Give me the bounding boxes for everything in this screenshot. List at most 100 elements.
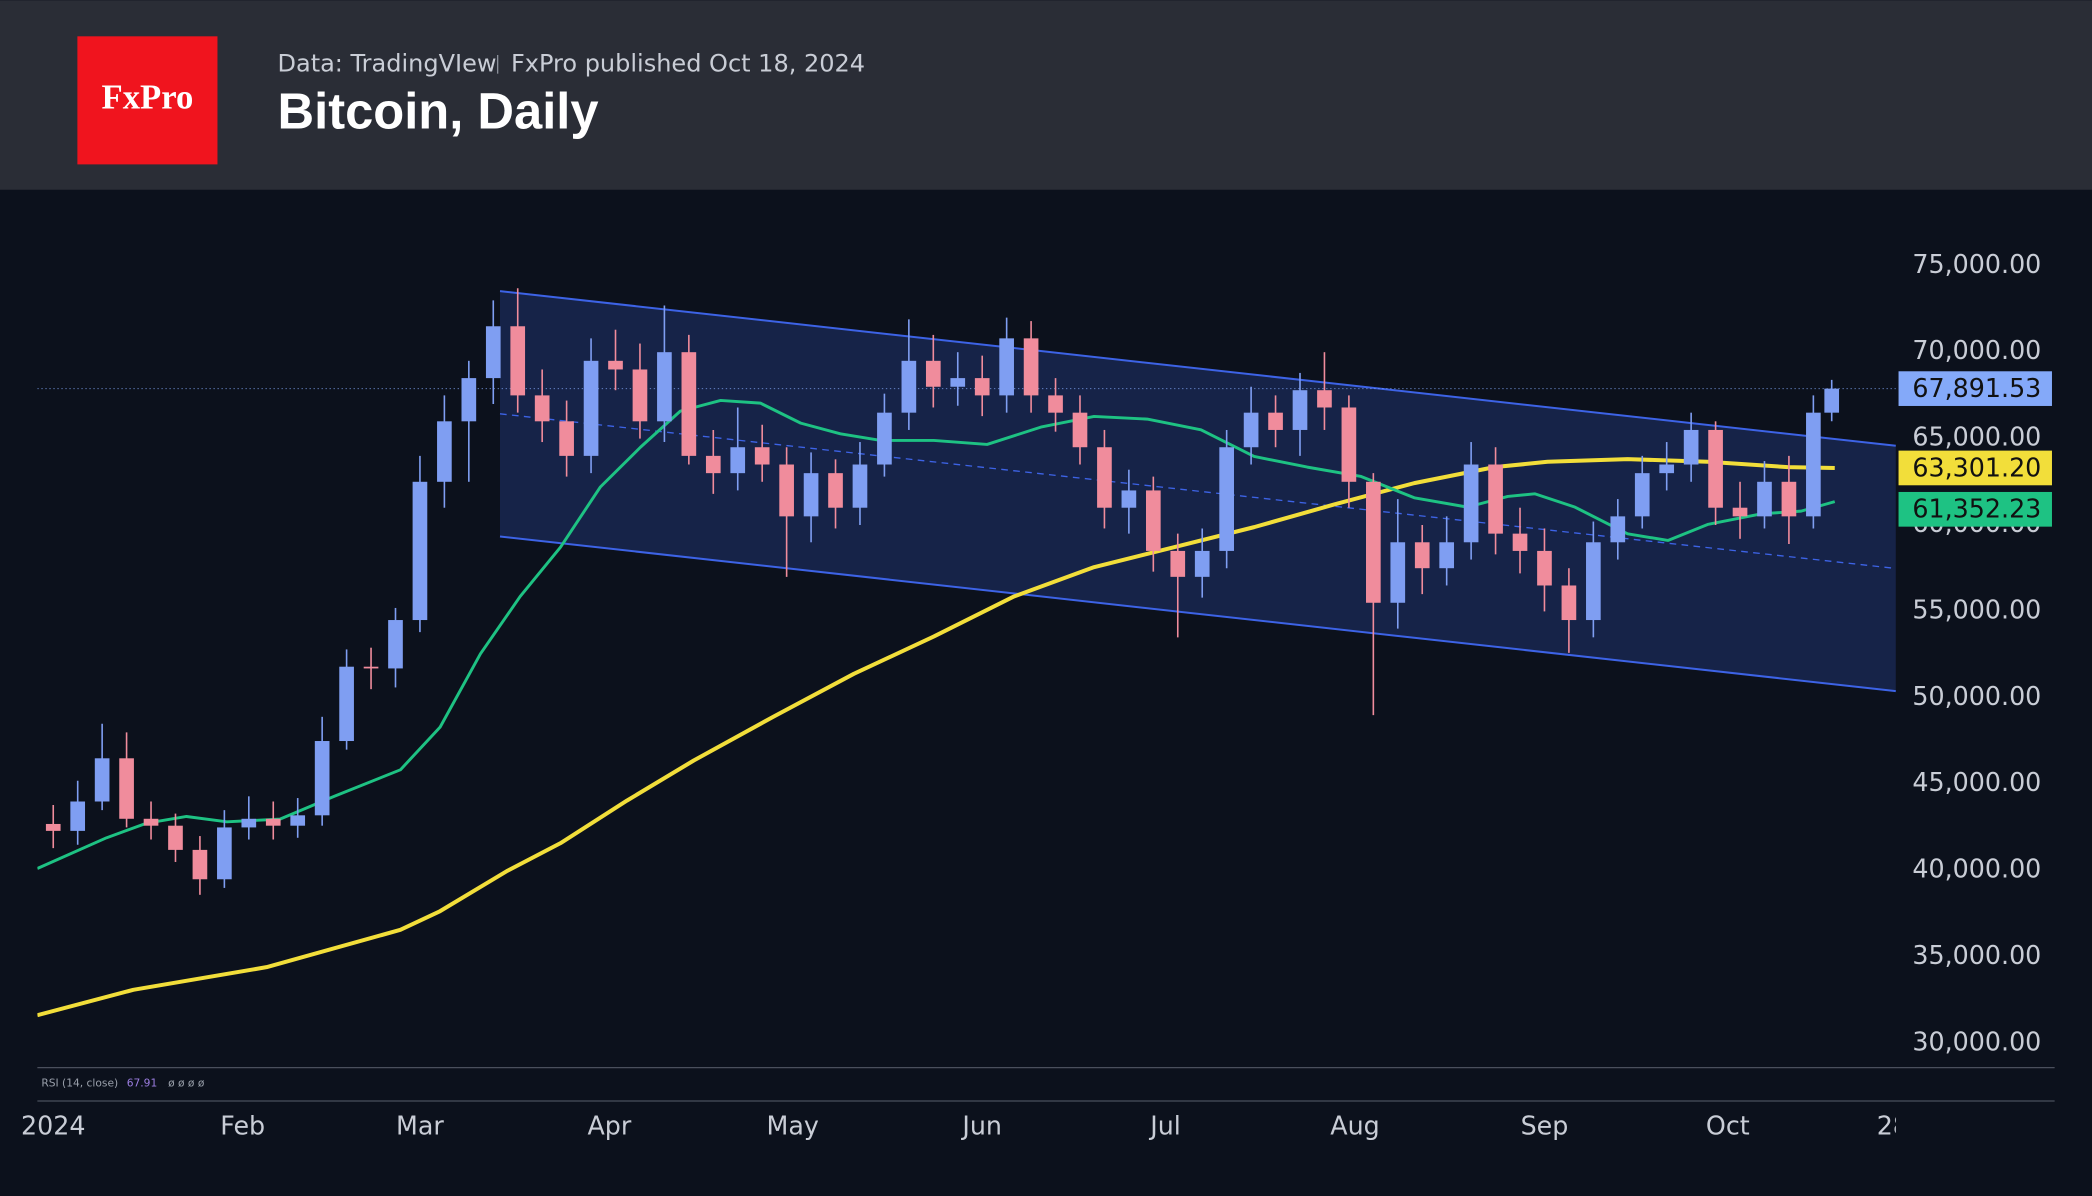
indicator-extra: ø ø ø ø — [168, 1077, 205, 1090]
price-badge — [1898, 491, 2052, 527]
candle-body — [1145, 490, 1161, 551]
candle-body — [681, 352, 697, 456]
logo — [77, 36, 218, 165]
y-tick-label: 40,000.00 — [1912, 854, 2041, 884]
x-tick-label: Jun — [960, 1111, 1002, 1141]
candle-body — [779, 464, 794, 517]
candle-body — [1243, 412, 1259, 448]
candle-body — [1463, 464, 1479, 543]
channel-lower — [499, 535, 1896, 693]
candle-body — [657, 352, 672, 422]
candle-body — [950, 378, 966, 387]
candle-body — [1537, 550, 1552, 586]
candle-body — [1072, 412, 1088, 448]
header: FxPro Data: TradingVIew FxPro published … — [0, 0, 2092, 190]
x-tick-label: Apr — [587, 1111, 631, 1141]
candle-body — [1414, 542, 1430, 569]
x-tick-label: May — [767, 1111, 819, 1141]
candle-body — [1757, 481, 1772, 517]
logo-text: FxPro — [102, 77, 194, 116]
candle-body — [1439, 542, 1455, 569]
candle-body — [705, 455, 721, 474]
candle-body — [1390, 542, 1406, 603]
candle-body — [1708, 429, 1723, 508]
candle-body — [485, 326, 501, 379]
candle-body — [559, 421, 574, 456]
y-tick-label: 65,000.00 — [1912, 422, 2041, 452]
y-tick-label: 45,000.00 — [1912, 767, 2041, 797]
candle-body — [1586, 542, 1601, 621]
channel-upper — [499, 290, 1896, 447]
price-badge — [1898, 371, 2052, 406]
x-tick-label: 28 — [1877, 1111, 1909, 1141]
price-badge-label: 63,301.20 — [1912, 452, 2041, 482]
candle-body — [217, 827, 232, 880]
y-tick-label: 55,000.00 — [1912, 594, 2041, 624]
candle-body — [314, 741, 330, 816]
candle-body — [437, 421, 452, 482]
candle-body — [1219, 447, 1234, 551]
candle-body — [877, 412, 892, 465]
candle-body — [168, 825, 183, 850]
candle-body — [143, 818, 159, 826]
x-tick-label: 2024 — [21, 1111, 85, 1141]
candle-body — [730, 447, 746, 474]
candle-body — [1366, 481, 1381, 603]
candle-body — [1732, 507, 1748, 517]
x-tick-label: Oct — [1706, 1111, 1750, 1141]
moving-average — [37, 457, 1835, 1018]
candle-body — [1610, 516, 1626, 543]
candle-body — [510, 326, 526, 396]
x-tick-label: Sep — [1521, 1111, 1569, 1141]
candle-body — [1659, 464, 1675, 474]
header-bar — [0, 0, 2092, 190]
candle-body — [632, 369, 648, 422]
price-badge-label: 61,352.23 — [1912, 494, 2041, 524]
candle-body — [974, 378, 990, 396]
candle-body — [1292, 390, 1308, 430]
candle-body — [534, 395, 550, 422]
candle-body — [754, 447, 770, 465]
x-tick-label: Aug — [1330, 1111, 1379, 1141]
candle-body — [1634, 473, 1650, 517]
x-tick-label: Jul — [1148, 1111, 1181, 1141]
candle-body — [45, 823, 61, 831]
candle-body — [94, 758, 110, 802]
price-badge — [1898, 450, 2052, 486]
candle-body — [70, 801, 86, 831]
candle-body — [265, 818, 281, 826]
y-tick-label: 75,000.00 — [1912, 249, 2041, 279]
candle-body — [119, 758, 134, 819]
indicator-name: RSI (14, close) — [41, 1077, 118, 1090]
candle-body — [1512, 533, 1528, 551]
candle-body — [290, 815, 306, 826]
y-tick-label: 70,000.00 — [1912, 335, 2041, 365]
candle-body — [1268, 412, 1283, 430]
source: Data: TradingVIew — [278, 49, 497, 77]
candle-body — [1341, 407, 1357, 482]
candle-body — [461, 378, 477, 422]
candle-body — [999, 338, 1014, 396]
candle-body — [1683, 429, 1699, 465]
candle-body — [1121, 490, 1137, 508]
candle-body — [1048, 395, 1063, 413]
plot-area: 30,000.00 35,000.00 40,000.00 45,000.00 50,0… — [21, 162, 2052, 1141]
candle-body — [388, 620, 403, 669]
x-tick-label: Feb — [220, 1111, 265, 1141]
candle-body — [608, 360, 623, 370]
x-tick-label: Mar — [396, 1111, 444, 1141]
candle-body — [1317, 390, 1332, 408]
candle-body — [583, 360, 599, 456]
price-badge-label: 67,891.53 — [1912, 373, 2041, 403]
candle-body — [803, 473, 819, 517]
indicator-value: 67.91 — [127, 1077, 158, 1090]
candle-body — [241, 818, 257, 828]
candle-body — [828, 473, 843, 508]
candle-body — [339, 666, 354, 742]
candle-body — [1488, 464, 1503, 534]
channel-middle — [499, 413, 1896, 570]
candle-body — [1824, 388, 1840, 413]
candle-body — [901, 360, 917, 413]
candle-body — [852, 464, 868, 508]
